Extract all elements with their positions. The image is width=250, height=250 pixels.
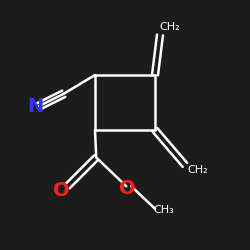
Text: O: O xyxy=(53,180,70,200)
Text: CH₃: CH₃ xyxy=(154,205,174,215)
Text: N: N xyxy=(28,97,44,116)
Text: O: O xyxy=(119,179,136,198)
Text: CH₂: CH₂ xyxy=(160,22,180,32)
Text: CH₂: CH₂ xyxy=(187,165,208,175)
